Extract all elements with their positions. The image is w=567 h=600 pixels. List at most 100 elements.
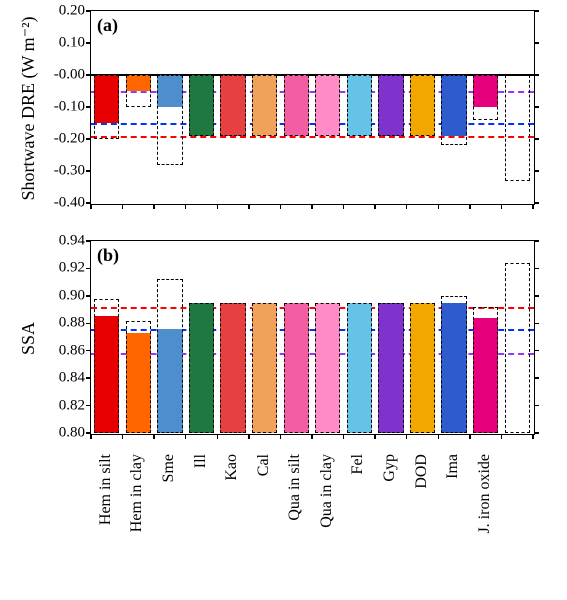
xtick-mark: [469, 434, 471, 439]
xtick-label: DOD: [413, 454, 431, 554]
bar-outline: [126, 321, 151, 433]
ytick-mark: [86, 323, 91, 325]
panel-label-b: (b): [97, 245, 119, 266]
xtick-label: Kao: [223, 454, 241, 554]
xtick-label: Sme: [160, 454, 178, 554]
bar-outline: [315, 75, 340, 136]
xtick-mark: [248, 204, 250, 209]
xtick-label: Qua in silt: [286, 454, 304, 554]
panel-label-a: (a): [97, 15, 118, 36]
bar-outline: [126, 75, 151, 107]
ytick-mark-right: [534, 405, 539, 407]
xtick-mark: [185, 204, 187, 209]
xtick-mark: [153, 434, 155, 439]
xtick-label: Fel: [349, 454, 367, 554]
bar-outline: [284, 75, 309, 136]
ytick-mark: [86, 170, 91, 172]
bar-outline: [157, 75, 182, 165]
ytick-mark-right: [534, 10, 539, 12]
ytick-mark-right: [534, 377, 539, 379]
bar-outline: [505, 75, 530, 181]
xtick-mark: [532, 204, 534, 209]
xtick-mark: [343, 434, 345, 439]
ytick-mark: [86, 405, 91, 407]
bar-outline: [284, 303, 309, 433]
bar-outline: [94, 299, 119, 433]
xtick-mark: [122, 204, 124, 209]
ytick-mark: [86, 377, 91, 379]
xtick-mark: [438, 204, 440, 209]
xtick-mark: [280, 434, 282, 439]
ytick-mark: [86, 10, 91, 12]
xtick-mark: [311, 434, 313, 439]
xtick-mark: [501, 204, 503, 209]
bar-outline: [378, 75, 403, 136]
ytick-mark-right: [534, 202, 539, 204]
bar-outline: [410, 75, 435, 136]
xtick-mark: [343, 204, 345, 209]
bar-outline: [410, 303, 435, 433]
bar-outline: [189, 75, 214, 136]
xtick-mark: [217, 204, 219, 209]
xtick-mark: [311, 204, 313, 209]
ytick-mark-right: [534, 74, 539, 76]
bar-outline: [189, 303, 214, 433]
xtick-mark: [280, 204, 282, 209]
ytick-mark-right: [534, 295, 539, 297]
ytick-mark-right: [534, 170, 539, 172]
bar-outline: [220, 75, 245, 136]
bar-outline: [157, 279, 182, 433]
xtick-mark: [374, 434, 376, 439]
ytick-mark-right: [534, 323, 539, 325]
ytick-mark: [86, 295, 91, 297]
xtick-mark: [438, 434, 440, 439]
ytick-mark: [86, 350, 91, 352]
xtick-mark: [122, 434, 124, 439]
xtick-mark: [532, 434, 534, 439]
ytick-mark-right: [534, 432, 539, 434]
figure-container: (a)-0.40-0.30-0.20-0.10-0.000.100.20 Shor…: [0, 0, 567, 600]
bar-outline: [378, 303, 403, 433]
ylabel-b: SSA: [18, 241, 39, 436]
panel-b: (b)0.800.820.840.860.880.900.920.94: [90, 240, 535, 435]
bar-outline: [473, 307, 498, 433]
xtick-label: Hem in clay: [128, 454, 146, 554]
xtick-mark: [90, 204, 92, 209]
bar-outline: [473, 75, 498, 120]
xtick-label: J. iron oxide: [476, 454, 494, 554]
xtick-label: Cal: [255, 454, 273, 554]
ytick-mark-right: [534, 138, 539, 140]
ytick-mark-right: [534, 42, 539, 44]
bar-outline: [347, 75, 372, 136]
ytick-mark: [86, 138, 91, 140]
xtick-label: Hem in silt: [97, 454, 115, 554]
xtick-mark: [185, 434, 187, 439]
bar: [505, 37, 530, 75]
ytick-mark: [86, 42, 91, 44]
ytick-mark-right: [534, 268, 539, 270]
xtick-label: Gyp: [381, 454, 399, 554]
bar-outline: [94, 75, 119, 139]
xtick-mark: [406, 204, 408, 209]
xtick-mark: [90, 434, 92, 439]
xtick-mark: [469, 204, 471, 209]
xtick-mark: [374, 204, 376, 209]
bar-outline: [252, 303, 277, 433]
xtick-mark: [501, 434, 503, 439]
xtick-label: Ima: [444, 454, 462, 554]
ytick-mark-right: [534, 350, 539, 352]
xtick-mark: [248, 434, 250, 439]
bar-outline: [252, 75, 277, 136]
ytick-mark-right: [534, 240, 539, 242]
xtick-label: Qua in clay: [318, 454, 336, 554]
bar-outline: [505, 263, 530, 433]
ylabel-a: Shortwave DRE (W m⁻²): [18, 11, 39, 206]
bar-outline: [441, 75, 466, 145]
xtick-mark: [217, 434, 219, 439]
ytick-mark: [86, 106, 91, 108]
bar-outline: [441, 296, 466, 433]
ytick-mark-right: [534, 106, 539, 108]
ytick-mark: [86, 240, 91, 242]
bar-outline: [347, 303, 372, 433]
panel-a: (a)-0.40-0.30-0.20-0.10-0.000.100.20: [90, 10, 535, 205]
